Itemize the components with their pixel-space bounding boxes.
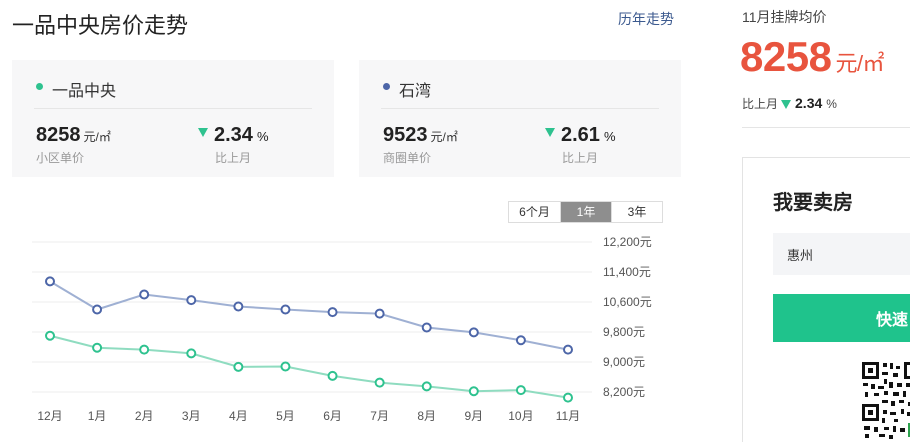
- data-point: [280, 361, 291, 372]
- listing-price-value: 8258: [740, 33, 832, 80]
- x-tick-label: 1月: [88, 409, 107, 423]
- y-tick-label: 8,200元: [603, 385, 645, 399]
- x-tick-label: 9月: [464, 409, 483, 423]
- percent-sign: %: [603, 129, 616, 144]
- y-tick-label: 9,800元: [603, 325, 645, 339]
- listing-change-value: 2.34: [795, 95, 823, 111]
- district-change-label: 比上月: [562, 151, 599, 165]
- data-point: [327, 307, 338, 318]
- divider: [34, 108, 312, 109]
- price-unit: 元/㎡: [430, 130, 458, 144]
- down-triangle-icon: [545, 128, 555, 137]
- listing-change-label: 比上月: [742, 97, 779, 111]
- down-triangle-icon: [781, 100, 792, 109]
- data-point: [139, 344, 150, 355]
- data-point: [563, 344, 573, 355]
- data-point: [233, 301, 244, 312]
- data-point: [45, 330, 55, 341]
- y-tick-label: 12,200元: [603, 235, 652, 249]
- x-tick-label: 5月: [276, 409, 295, 423]
- page-title: 一品中央房价走势: [12, 13, 189, 38]
- tab-3-years[interactable]: 3年: [611, 202, 662, 222]
- data-point: [92, 342, 103, 353]
- listing-change: 比上月 2.34%: [742, 95, 837, 112]
- percent-sign: %: [256, 129, 269, 144]
- data-point: [233, 361, 244, 372]
- tab-6-months[interactable]: 6个月: [509, 202, 560, 222]
- listing-price-unit: 元/㎡: [835, 51, 885, 76]
- x-tick-label: 8月: [417, 409, 436, 423]
- x-tick-label: 6月: [323, 409, 342, 423]
- data-point: [515, 385, 526, 396]
- data-point: [92, 304, 103, 315]
- community-price: 8258: [36, 124, 81, 146]
- series-line: [49, 334, 569, 399]
- y-tick-label: 9,000元: [603, 355, 645, 369]
- community-price-label: 小区单价: [36, 151, 85, 165]
- x-tick-label: 7月: [370, 409, 389, 423]
- percent-sign: %: [826, 97, 837, 111]
- history-trend-link[interactable]: 历年走势: [618, 11, 674, 27]
- data-point: [374, 308, 385, 319]
- x-tick-label: 11月: [556, 409, 580, 423]
- price-unit: 元/㎡: [83, 130, 111, 144]
- divider: [381, 108, 659, 109]
- community-change: 2.34: [214, 124, 253, 146]
- data-point: [421, 322, 432, 333]
- quick-sell-button[interactable]: 快速: [773, 294, 910, 342]
- city-field[interactable]: [773, 233, 910, 275]
- x-tick-label: 4月: [229, 409, 248, 423]
- data-point: [45, 276, 55, 287]
- district-name: 石湾: [399, 83, 432, 100]
- data-point: [515, 335, 526, 346]
- district-price-card: 石湾 9523 元/㎡ 商圈单价 2.61% 比上月: [359, 60, 681, 177]
- data-point: [374, 377, 385, 388]
- data-point: [468, 386, 479, 397]
- district-change: 2.61: [561, 124, 600, 146]
- sell-house-panel: 我要卖房 快速: [742, 157, 910, 442]
- community-price-card: 一品中央 8258 元/㎡ 小区单价 2.34% 比上月: [12, 60, 334, 177]
- x-tick-label: 3月: [182, 409, 201, 423]
- community-name: 一品中央: [52, 83, 117, 100]
- district-price: 9523: [383, 124, 428, 146]
- y-tick-label: 10,600元: [603, 295, 652, 309]
- series-dot-icon: [36, 83, 43, 90]
- series-dot-icon: [383, 83, 390, 90]
- x-tick-label: 12月: [37, 409, 62, 423]
- tab-1-year[interactable]: 1年: [560, 202, 611, 222]
- x-tick-label: 10月: [508, 409, 533, 423]
- data-point: [186, 295, 197, 306]
- series-line: [49, 280, 569, 351]
- data-point: [280, 304, 291, 315]
- range-tabs: 6个月 1年 3年: [508, 201, 663, 223]
- y-tick-label: 11,400元: [603, 265, 651, 279]
- data-point: [186, 348, 197, 359]
- district-price-label: 商圈单价: [383, 151, 432, 165]
- community-change-label: 比上月: [215, 151, 252, 165]
- divider: [742, 127, 910, 128]
- price-trend-chart: 12,200元 11,400元 10,600元 9,800元 9,000元 8,200元 1…: [32, 235, 652, 423]
- listing-month-label: 11月挂牌均价: [742, 9, 827, 25]
- x-tick-label: 2月: [135, 409, 154, 423]
- data-point: [139, 289, 150, 300]
- qr-code-icon: [860, 360, 910, 440]
- listing-price: 8258 元/㎡: [740, 33, 885, 81]
- sell-house-title: 我要卖房: [773, 192, 853, 214]
- down-triangle-icon: [198, 128, 208, 137]
- data-point: [468, 327, 479, 338]
- data-point: [563, 392, 573, 403]
- data-point: [327, 370, 338, 381]
- data-point: [421, 381, 432, 392]
